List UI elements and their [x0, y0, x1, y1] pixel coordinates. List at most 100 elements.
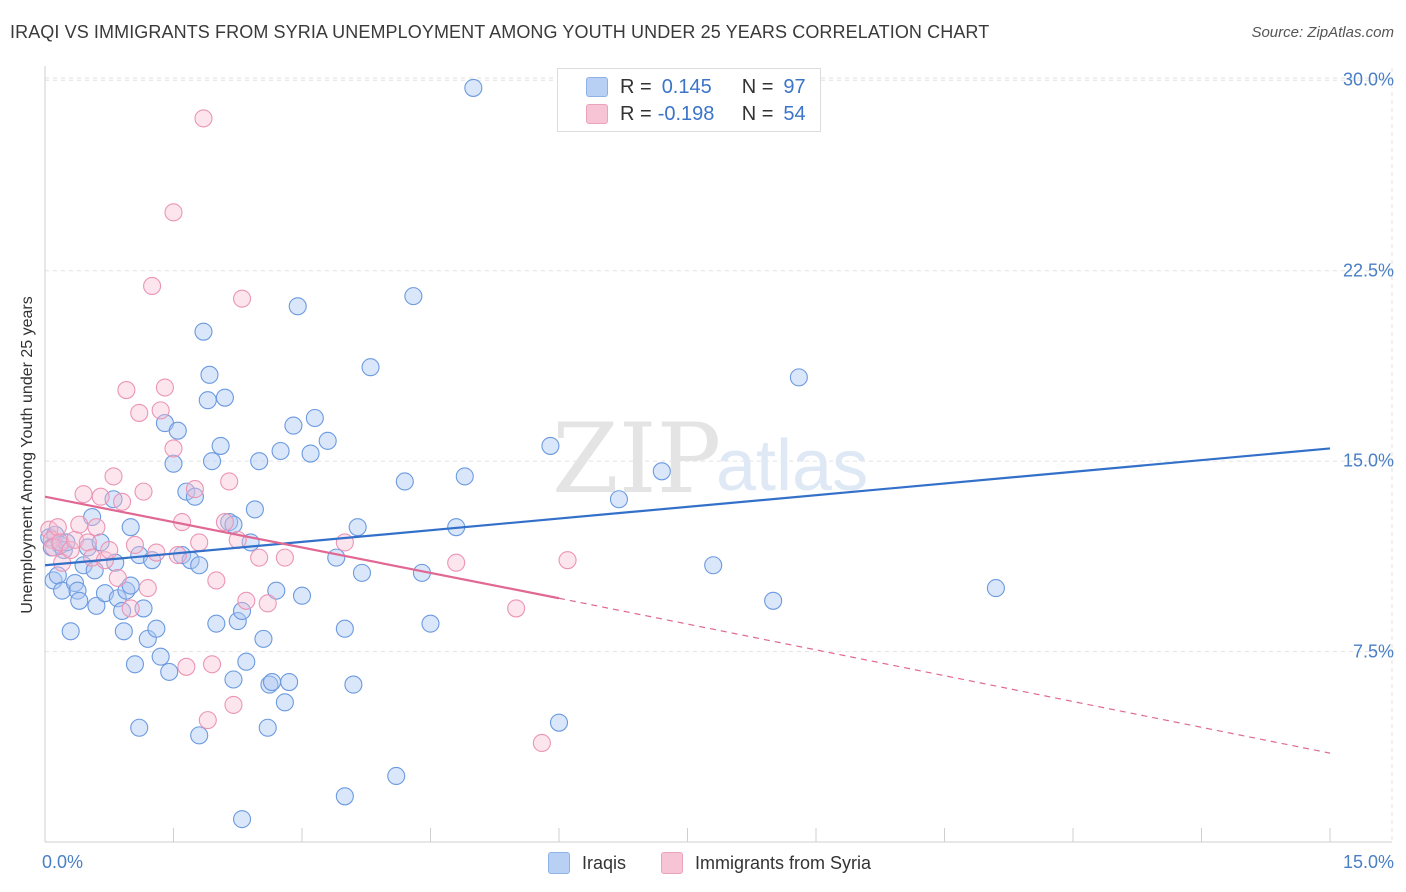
point-syria	[87, 518, 106, 537]
x-tick-min: 0.0%	[42, 852, 84, 872]
point-iraqis	[335, 787, 354, 806]
point-iraqis	[301, 444, 320, 463]
point-syria	[258, 594, 277, 613]
point-iraqis	[305, 408, 324, 428]
point-syria	[185, 480, 204, 499]
chart-title: IRAQI VS IMMIGRANTS FROM SYRIA UNEMPLOYM…	[10, 22, 990, 42]
legend-r-value: 0.145	[661, 75, 712, 98]
point-iraqis	[361, 358, 380, 377]
point-syria	[138, 579, 157, 598]
point-iraqis	[245, 500, 264, 519]
point-iraqis	[87, 596, 106, 615]
point-iraqis	[151, 647, 170, 666]
point-syria	[275, 548, 294, 567]
point-iraqis	[704, 556, 723, 575]
point-syria	[164, 439, 183, 458]
legend-swatch-syria	[661, 852, 683, 874]
point-syria	[164, 203, 183, 222]
trend-lines	[44, 447, 1331, 754]
point-iraqis	[224, 670, 243, 689]
point-syria	[143, 276, 162, 296]
y-tick-label: 22.5%	[1342, 260, 1394, 281]
point-syria	[121, 599, 140, 618]
point-iraqis	[160, 662, 179, 681]
watermark-zip: ZIP	[552, 403, 721, 515]
point-syria	[250, 548, 269, 567]
point-iraqis	[147, 619, 166, 638]
point-syria	[558, 551, 577, 570]
point-iraqis	[260, 675, 279, 694]
point-syria	[203, 655, 222, 674]
point-syria	[108, 568, 127, 587]
point-iraqis	[327, 548, 346, 567]
point-iraqis	[194, 322, 213, 341]
point-iraqis	[173, 546, 192, 565]
point-iraqis	[455, 467, 474, 486]
point-syria	[507, 599, 526, 618]
y-axis-label: Unemployment Among Youth under 25 years	[19, 296, 36, 614]
y-tick-label: 7.5%	[1352, 641, 1394, 662]
point-syria	[232, 289, 252, 308]
point-iraqis	[70, 591, 89, 610]
series-legend: Iraqis Immigrants from Syria	[0, 852, 1406, 878]
point-syria	[134, 482, 153, 501]
point-syria	[215, 513, 234, 532]
point-iraqis	[190, 726, 209, 745]
point-syria	[198, 711, 217, 730]
legend-item-iraqis[interactable]: Iraqis	[548, 852, 626, 874]
legend-row-syria: R = -0.198 N = 54	[586, 102, 806, 126]
point-iraqis	[134, 599, 153, 618]
point-syria	[151, 401, 170, 420]
legend-label-syria: Immigrants from Syria	[695, 852, 872, 873]
point-iraqis	[130, 718, 149, 737]
point-syria	[168, 546, 187, 565]
point-iraqis	[284, 416, 303, 435]
point-syria	[51, 533, 70, 552]
point-syria	[78, 533, 97, 552]
point-syria	[194, 109, 213, 128]
point-syria	[155, 378, 174, 397]
axes	[44, 66, 1392, 843]
point-syria	[104, 467, 123, 486]
point-syria	[48, 518, 67, 537]
correlation-legend: R = 0.145 N = 97 R = -0.198 N = 54	[557, 68, 821, 132]
point-iraqis	[232, 810, 252, 829]
legend-swatch-iraqis	[548, 852, 570, 874]
point-iraqis	[986, 579, 1005, 598]
point-syria	[237, 591, 256, 610]
point-iraqis	[318, 431, 337, 450]
watermark-atlas: atlas	[716, 426, 868, 506]
point-iraqis	[168, 421, 187, 440]
y-tick-label: 15.0%	[1342, 450, 1394, 471]
point-syria	[61, 540, 80, 560]
point-iraqis	[280, 672, 299, 692]
legend-r-label: R =	[620, 102, 652, 125]
point-iraqis	[267, 581, 286, 600]
legend-item-syria[interactable]: Immigrants from Syria	[661, 852, 871, 874]
x-tick-max: 15.0%	[1342, 852, 1394, 872]
point-iraqis	[61, 622, 80, 641]
point-syria	[125, 535, 144, 554]
point-iraqis	[292, 586, 312, 605]
point-iraqis	[258, 718, 277, 737]
point-iraqis	[114, 622, 133, 641]
trend-line-syria-extension	[558, 597, 1331, 754]
point-iraqis	[387, 766, 406, 786]
point-iraqis	[271, 441, 290, 461]
y-tick-label: 30.0%	[1342, 69, 1394, 90]
point-iraqis	[275, 693, 294, 712]
point-iraqis	[652, 462, 671, 481]
point-syria	[100, 540, 119, 560]
point-iraqis	[232, 601, 252, 621]
point-iraqis	[344, 675, 363, 694]
point-syria	[117, 381, 136, 400]
point-syria	[224, 695, 243, 714]
point-syria	[190, 533, 209, 552]
legend-n-value: 97	[783, 75, 806, 98]
point-iraqis	[262, 672, 282, 692]
point-iraqis	[198, 391, 217, 410]
point-iraqis	[200, 365, 219, 384]
legend-r-value: -0.198	[657, 102, 715, 125]
